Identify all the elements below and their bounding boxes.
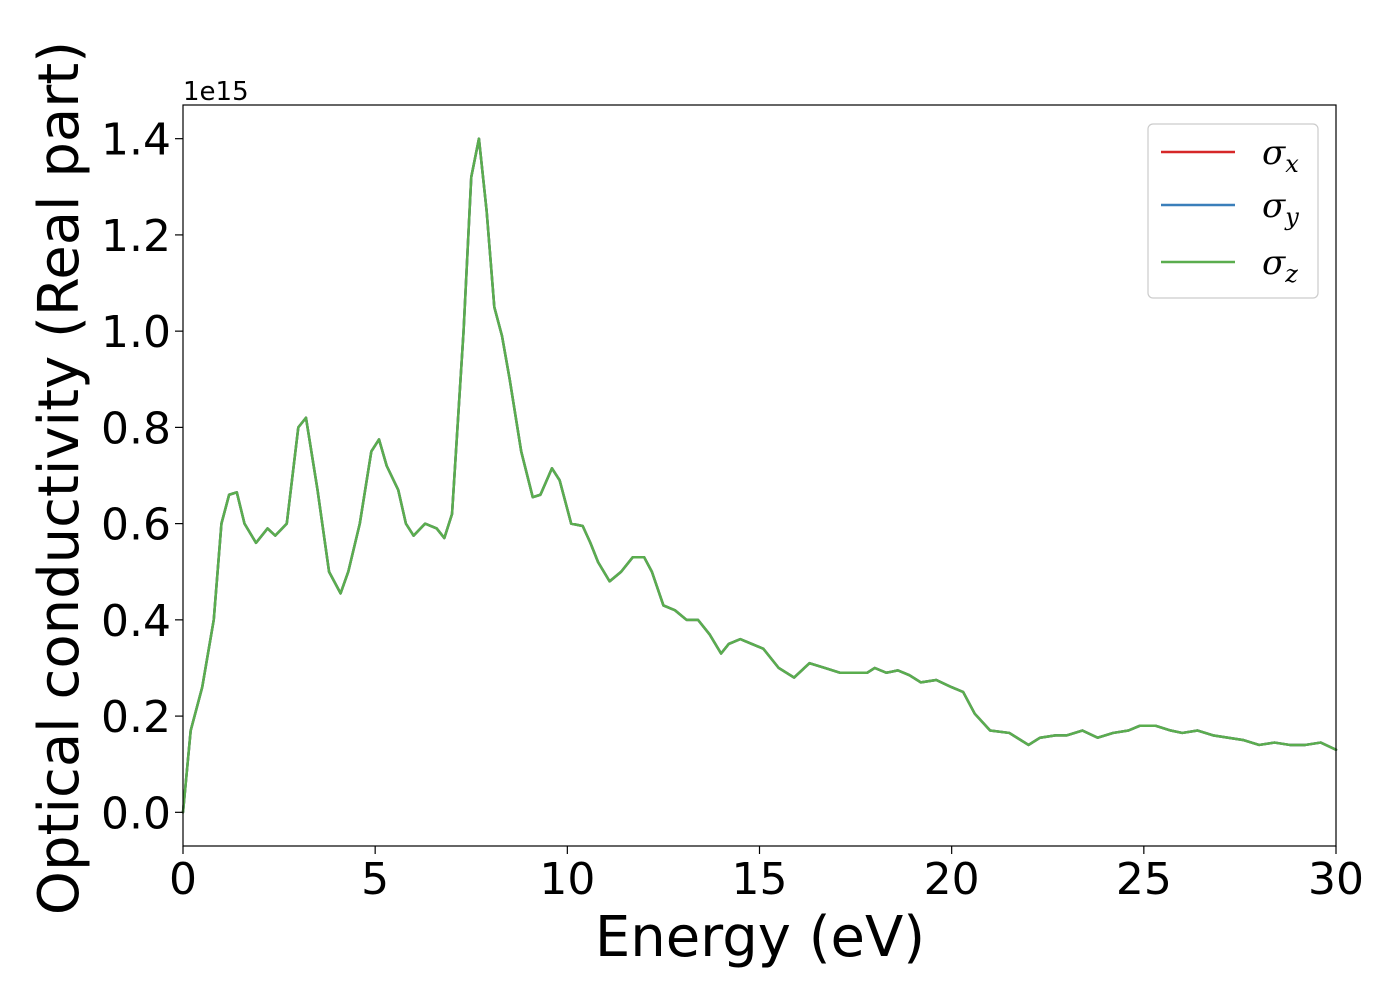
plot-background [183,105,1336,846]
y-tick-label: 0.6 [101,500,171,551]
y-tick-label: 1.2 [101,211,171,262]
y-offset-label: 1e15 [183,77,249,107]
y-tick-label: 0.8 [101,403,171,454]
y-tick-label: 0.2 [101,692,171,743]
x-tick-label: 10 [539,854,595,905]
legend-symbol: σ [1262,186,1286,226]
x-tick-label: 15 [732,854,788,905]
axes-layer: 0 5 10 15 20 25 30 0.0 0.2 0.4 0.6 0.8 1.0 1.2 1.4 [101,104,1364,905]
y-axis-label: Optical conductivity (Real part) [27,41,92,915]
y-tick-label: 1.0 [101,307,171,358]
x-tick-label: 20 [924,854,980,905]
legend-symbol: σ [1262,133,1286,173]
series-line-sigma-z [181,137,1338,814]
legend-subscript: y [1284,203,1299,231]
legend-label-sigma-z: σz [1262,243,1298,288]
x-tick-label: 25 [1116,854,1172,905]
legend-symbol: σ [1262,243,1286,283]
legend-box [1147,123,1319,299]
x-tick-label: 5 [361,854,389,905]
x-tick-label: 0 [169,854,197,905]
y-tick-label: 1.4 [101,115,171,166]
y-tick-label: 0.0 [101,788,171,839]
series-layer [181,137,1338,814]
legend-label-sigma-x: σx [1262,133,1299,178]
legend-label-sigma-y: σy [1262,186,1299,231]
y-tick-label: 0.4 [101,596,171,647]
plot-area [183,105,1336,846]
legend-subscript: x [1285,150,1299,178]
x-tick-label: 30 [1308,854,1364,905]
legend-subscript: z [1284,260,1298,288]
x-axis-label: Energy (eV) [595,905,925,970]
